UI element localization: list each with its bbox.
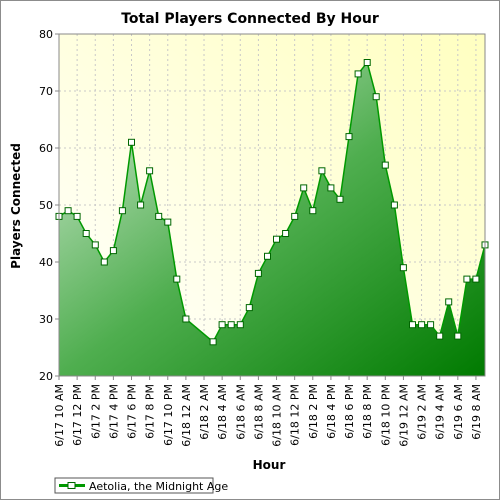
data-point xyxy=(146,167,154,175)
data-point xyxy=(381,161,389,169)
y-axis: 20 30 40 50 60 70 80 xyxy=(39,28,59,383)
x-tick-label: 6/17 4 PM xyxy=(107,384,120,439)
data-point xyxy=(137,201,145,209)
data-point xyxy=(182,315,190,323)
data-point xyxy=(418,321,426,329)
data-point xyxy=(327,184,335,192)
x-tick-label: 6/17 6 PM xyxy=(126,384,139,439)
data-point xyxy=(291,212,299,220)
data-point xyxy=(155,212,163,220)
data-point xyxy=(336,195,344,203)
data-point xyxy=(173,275,181,283)
data-point xyxy=(282,230,290,237)
data-point xyxy=(390,201,398,209)
x-tick-label: 6/18 8 PM xyxy=(361,384,374,439)
legend-box xyxy=(54,477,214,494)
y-tick-label: 40 xyxy=(39,256,53,269)
data-point xyxy=(209,338,217,346)
y-tick-label: 60 xyxy=(39,142,53,155)
data-point xyxy=(354,70,362,78)
series-line xyxy=(58,60,486,343)
x-tick-label: 6/17 10 AM xyxy=(53,384,66,447)
data-point xyxy=(436,332,444,340)
x-tick-label: 6/18 2 AM xyxy=(198,384,211,440)
data-point xyxy=(318,167,326,175)
data-point xyxy=(427,321,435,329)
x-tick-label: 6/18 12 AM xyxy=(180,384,193,447)
data-point xyxy=(64,207,72,215)
x-tick-label: 6/18 10 AM xyxy=(271,384,284,447)
y-axis-label: Players Connected xyxy=(9,143,23,269)
x-axis: 6/17 10 AM 6/17 12 PM 6/17 2 PM 6/17 4 PM 6/… xyxy=(53,376,483,447)
data-point xyxy=(372,93,380,101)
y-tick-label: 70 xyxy=(39,85,53,98)
x-tick-label: 6/17 2 PM xyxy=(89,384,102,439)
y-tick-label: 50 xyxy=(39,199,53,212)
data-point xyxy=(454,332,462,340)
x-tick-label: 6/18 4 PM xyxy=(325,384,338,439)
data-point xyxy=(82,230,90,237)
x-tick-label: 6/19 8 AM xyxy=(470,384,483,440)
data-point xyxy=(300,184,308,192)
data-point xyxy=(245,304,253,312)
data-point xyxy=(273,235,280,243)
x-tick-label: 6/18 12 PM xyxy=(289,384,302,446)
data-point xyxy=(118,207,126,215)
data-point xyxy=(164,218,172,226)
data-point xyxy=(345,133,353,141)
x-tick-label: 6/19 2 AM xyxy=(416,384,429,440)
data-point xyxy=(236,321,244,329)
data-point xyxy=(309,207,317,215)
x-tick-label: 6/17 12 PM xyxy=(71,384,84,446)
data-point xyxy=(218,321,226,329)
data-point xyxy=(409,321,416,329)
data-point xyxy=(100,258,108,266)
x-tick-label: 6/18 8 AM xyxy=(252,384,265,440)
x-tick-label: 6/19 4 AM xyxy=(434,384,447,440)
x-tick-label: 6/17 8 PM xyxy=(144,384,157,439)
series-markers xyxy=(55,59,489,346)
x-tick-label: 6/18 10 PM xyxy=(379,384,392,446)
x-tick-label: 6/18 2 PM xyxy=(307,384,320,439)
chart-title: Total Players Connected By Hour xyxy=(121,11,379,27)
data-point xyxy=(363,59,371,66)
x-tick-label: 6/19 12 AM xyxy=(397,384,410,447)
data-point xyxy=(227,321,235,329)
x-tick-label: 6/17 10 PM xyxy=(162,384,175,446)
y-tick-label: 80 xyxy=(39,28,53,41)
x-tick-label: 6/18 6 AM xyxy=(234,384,247,440)
data-point xyxy=(128,138,135,146)
y-tick-label: 30 xyxy=(39,313,53,326)
series-area xyxy=(59,62,485,376)
data-point xyxy=(463,275,471,283)
x-tick-label: 6/18 6 PM xyxy=(343,384,356,439)
data-point xyxy=(254,269,262,277)
data-point xyxy=(264,252,271,260)
legend-label: Aetolia, the Midnight Age xyxy=(89,480,228,493)
data-point xyxy=(445,298,453,306)
x-tick-label: 6/18 4 AM xyxy=(216,384,229,440)
data-point xyxy=(91,241,99,249)
legend-marker xyxy=(67,482,76,489)
legend: Aetolia, the Midnight Age xyxy=(54,477,228,494)
data-point xyxy=(399,264,407,272)
x-tick-label: 6/19 6 AM xyxy=(452,384,465,440)
data-point xyxy=(472,275,480,283)
data-point xyxy=(109,247,117,255)
data-point xyxy=(73,212,81,220)
y-tick-label: 20 xyxy=(39,370,53,383)
x-axis-label: Hour xyxy=(253,458,286,472)
